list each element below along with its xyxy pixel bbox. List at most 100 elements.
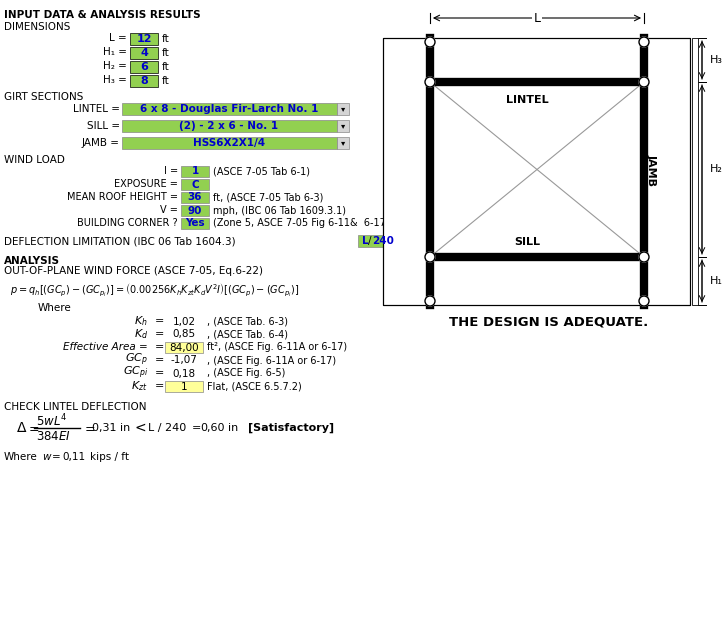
Text: H₁: H₁	[710, 276, 723, 286]
Text: $GC_p$: $GC_p$	[125, 352, 148, 368]
Text: , (ASCE Tab. 6-3): , (ASCE Tab. 6-3)	[207, 317, 288, 326]
Text: 0,18: 0,18	[173, 369, 196, 378]
Text: 8: 8	[140, 76, 148, 86]
Bar	[337, 137, 349, 149]
Text: , (ASCE Fig. 6-11A or 6-17): , (ASCE Fig. 6-11A or 6-17)	[207, 356, 336, 365]
Text: L / 240: L / 240	[148, 423, 186, 433]
Text: OUT-OF-PLANE WIND FORCE (ASCE 7-05, Eq.6-22): OUT-OF-PLANE WIND FORCE (ASCE 7-05, Eq.6…	[4, 266, 263, 276]
Text: =: =	[155, 381, 165, 391]
Text: 22,4: 22,4	[470, 285, 495, 295]
Circle shape	[639, 252, 649, 262]
Text: $K_{zt}$: $K_{zt}$	[131, 379, 148, 393]
Text: L: L	[534, 12, 541, 24]
Bar	[165, 355, 203, 366]
Text: JAMB =: JAMB =	[82, 138, 120, 148]
Text: V =: V =	[160, 205, 178, 215]
Bar	[122, 137, 337, 149]
Text: Where: Where	[4, 452, 38, 462]
Text: LINTEL: LINTEL	[505, 95, 548, 105]
Text: 240: 240	[372, 236, 394, 246]
Bar	[181, 166, 209, 177]
Text: 36: 36	[188, 192, 202, 203]
Text: THE DESIGN IS ADEQUATE.: THE DESIGN IS ADEQUATE.	[450, 315, 649, 328]
Text: ▾: ▾	[341, 138, 345, 147]
Circle shape	[425, 296, 435, 306]
Text: 12: 12	[136, 34, 152, 44]
Text: EXPOSURE =: EXPOSURE =	[114, 179, 178, 189]
Text: DEFLECTION LIMITATION (IBC 06 Tab 1604.3): DEFLECTION LIMITATION (IBC 06 Tab 1604.3…	[4, 236, 236, 246]
Text: $384EI$: $384EI$	[36, 429, 71, 442]
Text: $K_h$: $K_h$	[134, 314, 148, 328]
Text: H₂ =: H₂ =	[103, 61, 127, 71]
Text: MEAN ROOF HEIGHT =: MEAN ROOF HEIGHT =	[67, 192, 178, 202]
Bar	[130, 61, 158, 73]
Text: $GC_{pi}$: $GC_{pi}$	[123, 365, 148, 381]
Text: DIMENSIONS: DIMENSIONS	[4, 22, 70, 32]
Bar	[383, 38, 690, 305]
Text: (Zone 5, ASCE 7-05 Fig 6-11&  6-17): (Zone 5, ASCE 7-05 Fig 6-11& 6-17)	[213, 219, 389, 228]
Text: ▾: ▾	[341, 104, 345, 113]
Bar	[181, 192, 209, 203]
Bar	[130, 47, 158, 59]
Text: 90: 90	[188, 206, 202, 215]
Text: $p=q_h\left[\left(GC_p\right)-\left(GC_{p_i}\right)\right]=\left(0.00256K_hK_{zt: $p=q_h\left[\left(GC_p\right)-\left(GC_{…	[10, 281, 299, 299]
Text: ft: ft	[162, 76, 170, 86]
Text: =: =	[155, 316, 165, 326]
Text: BUILDING CORNER ?: BUILDING CORNER ?	[78, 218, 178, 228]
Text: ft: ft	[162, 62, 170, 72]
Text: L =: L =	[109, 33, 127, 43]
Circle shape	[425, 37, 435, 47]
Bar	[430, 82, 644, 257]
Text: 0,31 in: 0,31 in	[92, 423, 130, 433]
Text: LINTEL =: LINTEL =	[73, 104, 120, 114]
Text: 1: 1	[181, 381, 187, 392]
Text: USE: USE	[560, 280, 581, 290]
Text: Where: Where	[38, 303, 72, 313]
Text: L: L	[362, 236, 368, 246]
Text: C: C	[191, 179, 199, 190]
Text: =: =	[155, 368, 165, 378]
Text: 4: 4	[140, 48, 148, 58]
Text: =: =	[462, 285, 471, 295]
Bar	[181, 218, 209, 229]
Text: HSS6X2X1/4: HSS6X2X1/4	[193, 138, 265, 148]
Text: w: w	[42, 452, 51, 462]
Text: $=$: $=$	[26, 422, 40, 435]
Text: ▾: ▾	[341, 122, 345, 131]
Text: <: <	[135, 421, 146, 435]
Bar	[181, 205, 209, 216]
Text: $=$: $=$	[82, 422, 96, 435]
Text: mph, (IBC 06 Tab 1609.3.1): mph, (IBC 06 Tab 1609.3.1)	[213, 206, 346, 215]
Text: GIRT SECTIONS: GIRT SECTIONS	[4, 92, 83, 102]
Text: H₁ =: H₁ =	[103, 47, 127, 57]
Circle shape	[425, 77, 435, 87]
Text: $\Delta$: $\Delta$	[16, 421, 28, 435]
Bar	[122, 103, 337, 115]
Text: -1,07: -1,07	[170, 356, 197, 365]
Text: psf: psf	[492, 285, 508, 295]
Text: ▸: ▸	[580, 281, 584, 290]
Text: =: =	[155, 355, 165, 365]
Text: 16: 16	[588, 280, 603, 290]
Text: 0,85: 0,85	[173, 329, 196, 340]
Text: (IBC 06 Table 1604.3 note: f ): (IBC 06 Table 1604.3 note: f )	[562, 292, 674, 301]
Text: SILL: SILL	[514, 237, 540, 247]
Text: 84,00: 84,00	[169, 342, 199, 353]
Text: /: /	[368, 236, 371, 246]
Text: (2) - 2 x 6 - No. 1: (2) - 2 x 6 - No. 1	[179, 121, 278, 131]
Text: ft, (ASCE 7-05 Tab 6-3): ft, (ASCE 7-05 Tab 6-3)	[213, 192, 323, 203]
Text: $5wL^4$: $5wL^4$	[36, 413, 67, 429]
Text: 1,02: 1,02	[173, 317, 196, 326]
Text: Yes: Yes	[185, 219, 204, 228]
Text: =: =	[192, 423, 202, 433]
Bar	[692, 38, 698, 305]
Bar	[337, 120, 349, 132]
Text: , (ASCE Fig. 6-5): , (ASCE Fig. 6-5)	[207, 369, 286, 378]
Text: 1: 1	[191, 167, 199, 176]
Circle shape	[425, 252, 435, 262]
Circle shape	[639, 296, 649, 306]
Bar	[181, 179, 209, 190]
Text: , (ASCE Tab. 6-4): , (ASCE Tab. 6-4)	[207, 329, 288, 340]
Text: Effective Area =: Effective Area =	[63, 342, 148, 352]
Text: [Satisfactory]: [Satisfactory]	[248, 423, 334, 433]
